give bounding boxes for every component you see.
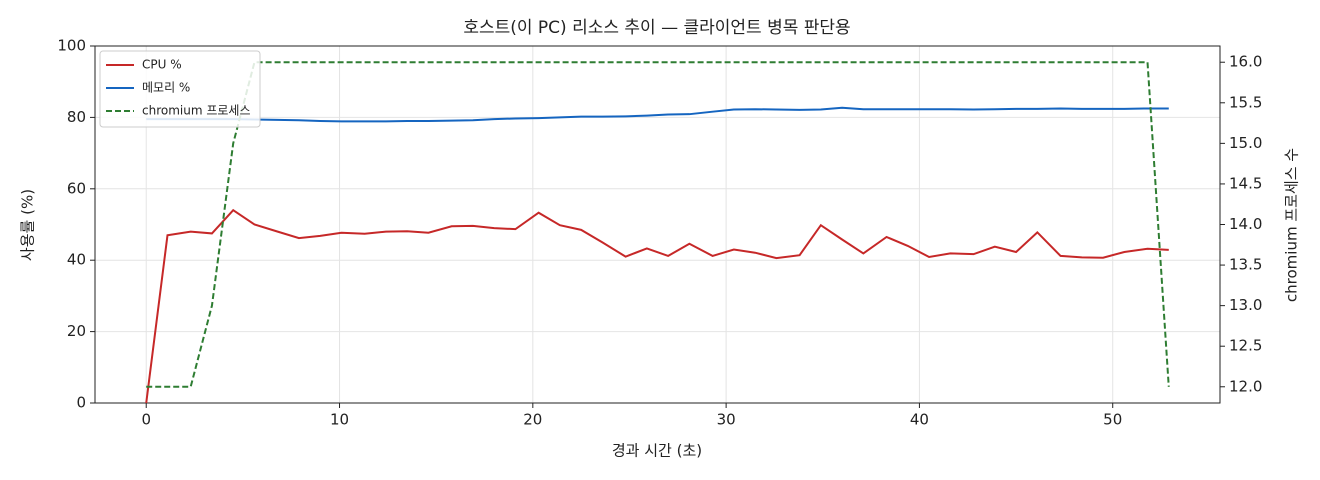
x-tick-label: 40 [910, 411, 929, 429]
x-tick-label: 30 [717, 411, 736, 429]
legend: CPU % 메모리 % chromium 프로세스 [99, 50, 261, 128]
y2-tick-label: 13.0 [1229, 296, 1262, 314]
y2-tick-label: 12.0 [1229, 377, 1262, 395]
series-line [146, 61, 1170, 388]
x-tick-label: 50 [1103, 411, 1122, 429]
y2-tick-label: 12.5 [1229, 337, 1262, 355]
y2-tick-label: 14.5 [1229, 174, 1262, 192]
x-tick-label: 0 [141, 411, 151, 429]
series-line [145, 208, 1169, 404]
y-tick-label: 100 [57, 37, 86, 55]
legend-box [99, 50, 261, 128]
x-tick-label: 20 [523, 411, 542, 429]
x-tick-label: 10 [330, 411, 349, 429]
legend-label: chromium 프로세스 [142, 104, 251, 118]
y2-axis-label: chromium 프로세스 수 [1283, 148, 1301, 302]
y2-tick-label: 15.5 [1229, 93, 1262, 111]
y2-tick-label: 13.5 [1229, 256, 1262, 274]
legend-label: CPU % [142, 58, 182, 72]
plot-frame [94, 45, 1221, 404]
y-tick-label: 80 [67, 108, 86, 126]
y2-tick-label: 14.0 [1229, 215, 1262, 233]
legend-label: 메모리 % [142, 81, 190, 95]
y-tick-label: 40 [67, 251, 86, 269]
chart-title: 호스트(이 PC) 리소스 추이 — 클라이언트 병목 판단용 [463, 18, 850, 38]
y-tick-label: 20 [67, 322, 86, 340]
y-tick-label: 0 [76, 394, 86, 412]
y-tick-label: 60 [67, 179, 86, 197]
y2-tick-label: 16.0 [1229, 53, 1262, 71]
series-line [146, 106, 1169, 123]
x-axis-label: 경과 시간 (초) [612, 442, 702, 460]
y-axis-label: 사용률 (%) [19, 189, 37, 261]
y2-tick-label: 15.0 [1229, 134, 1262, 152]
